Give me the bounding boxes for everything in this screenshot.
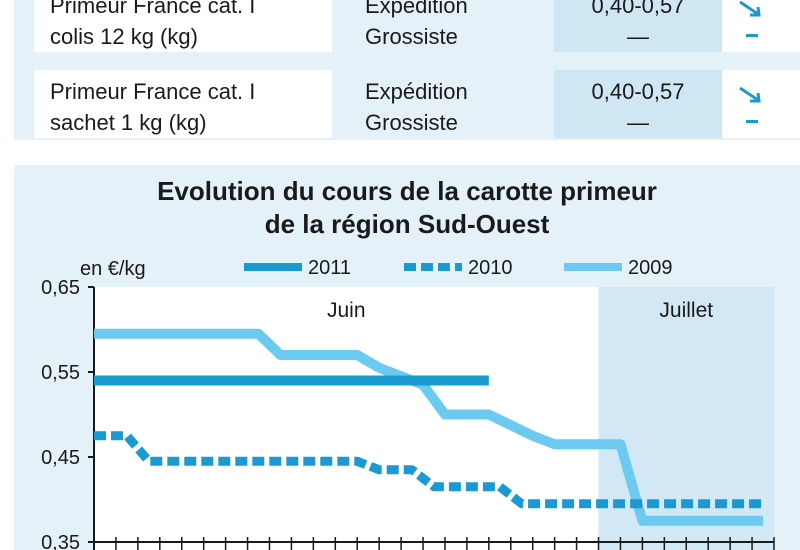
- chart-title-line: Evolution du cours de la carotte primeur: [157, 176, 657, 206]
- trend-down-arrow-icon: [739, 0, 761, 17]
- stage-line: Grossiste: [365, 110, 458, 135]
- price-cell: 0,40-0,57 —: [554, 0, 722, 52]
- price-line: —: [627, 24, 649, 49]
- price-line: —: [627, 110, 649, 135]
- legend-label: 2010: [468, 257, 513, 279]
- chart-title: Evolution du cours de la carotte primeur…: [14, 175, 800, 241]
- price-line: 0,40-0,57: [591, 79, 685, 104]
- stage-cell: Expédition Grossiste: [332, 70, 554, 138]
- period-label: Juin: [327, 299, 366, 322]
- y-tick-label: 0,55: [41, 362, 80, 384]
- product-line: sachet 1 kg (kg): [50, 110, 207, 135]
- product-line: Primeur France cat. I: [50, 79, 256, 104]
- table-row: Primeur France cat. I sachet 1 kg (kg) E…: [14, 70, 800, 138]
- price-table: Primeur France cat. I colis 12 kg (kg) E…: [14, 0, 800, 140]
- legend-label: 2009: [628, 257, 673, 279]
- line-chart: Juin Juillet 0,65 0,55 0,45 0,35 en €/kg 2011 20…: [41, 257, 775, 550]
- chart-title-line: de la région Sud-Ouest: [264, 209, 550, 239]
- trend-down-arrow-icon: [739, 86, 761, 103]
- legend-label: 2011: [308, 257, 351, 279]
- series-line-2010: [94, 431, 764, 509]
- price-line: 0,40-0,57: [591, 0, 685, 18]
- stage-line: Grossiste: [365, 24, 458, 49]
- product-line: colis 12 kg (kg): [50, 24, 198, 49]
- trend-stable-icon: [746, 34, 758, 37]
- period-label: Juillet: [659, 299, 713, 322]
- y-axis-label: en €/kg: [80, 258, 146, 280]
- stage-line: Expédition: [365, 79, 468, 104]
- trend-cell: [722, 0, 800, 52]
- y-tick-label: 0,65: [41, 277, 80, 299]
- chart-panel: Evolution du cours de la carotte primeur…: [14, 165, 800, 550]
- y-tick-label: 0,45: [41, 447, 80, 469]
- period-shade: [598, 287, 774, 550]
- product-line: Primeur France cat. I: [50, 0, 256, 18]
- product-cell: Primeur France cat. I colis 12 kg (kg): [34, 0, 332, 52]
- trend-stable-icon: [746, 120, 758, 123]
- price-cell: 0,40-0,57 —: [554, 70, 722, 138]
- stage-line: Expédition: [365, 0, 468, 18]
- trend-cell: [722, 70, 800, 138]
- stage-cell: Expédition Grossiste: [332, 0, 554, 52]
- y-tick-label: 0,35: [41, 532, 80, 550]
- series-line-2009: [94, 328, 764, 526]
- table-row: Primeur France cat. I colis 12 kg (kg) E…: [14, 0, 800, 52]
- product-cell: Primeur France cat. I sachet 1 kg (kg): [34, 70, 332, 138]
